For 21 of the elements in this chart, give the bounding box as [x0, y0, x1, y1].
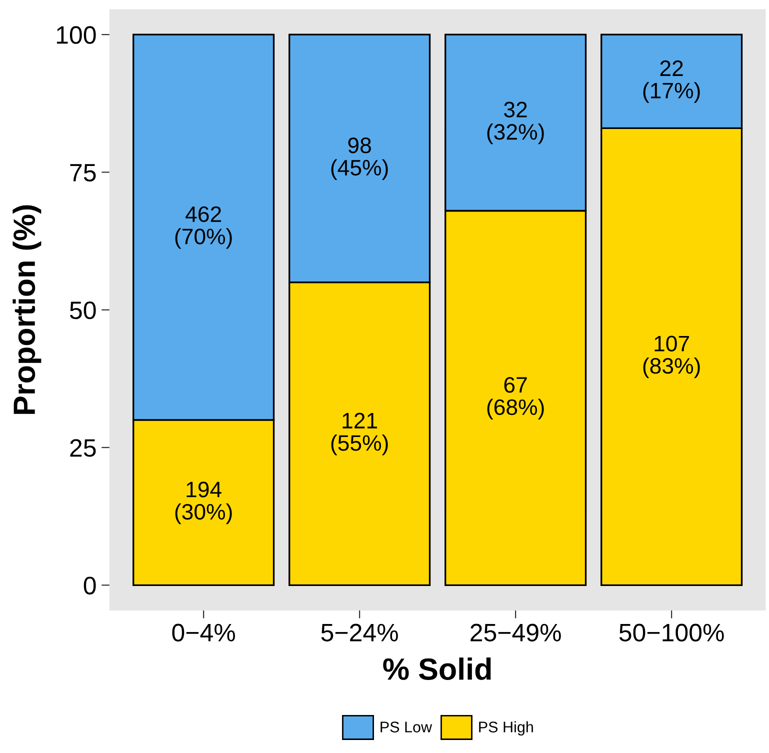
legend-label: PS High	[479, 721, 533, 736]
legend-label: PS Low	[380, 722, 432, 732]
data-label: 121 (55%)	[331, 412, 388, 456]
x-tick-label: 0−4%	[172, 624, 235, 642]
y-axis-title: Proportion (%)	[12, 205, 42, 414]
y-tick-label: 100	[56, 26, 96, 44]
data-label: 462 (70%)	[175, 206, 232, 249]
data-label: 67 (68%)	[487, 377, 544, 420]
y-tick-label: 25	[70, 439, 96, 457]
data-label: 32 (32%)	[487, 102, 544, 144]
data-label: 22 (17%)	[643, 60, 700, 103]
data-label: 107 (83%)	[643, 336, 700, 378]
data-label: 98 (45%)	[331, 138, 388, 180]
x-tick-label: 50−100%	[619, 624, 724, 642]
data-label: 194 (30%)	[175, 482, 232, 524]
x-tick-label: 5−24%	[321, 624, 398, 642]
y-tick-label: 75	[70, 164, 96, 182]
x-tick-label: 25−49%	[470, 624, 561, 642]
x-axis-title: % Solid	[383, 658, 491, 680]
y-tick-label: 0	[84, 576, 96, 594]
y-tick-label: 50	[70, 301, 96, 320]
